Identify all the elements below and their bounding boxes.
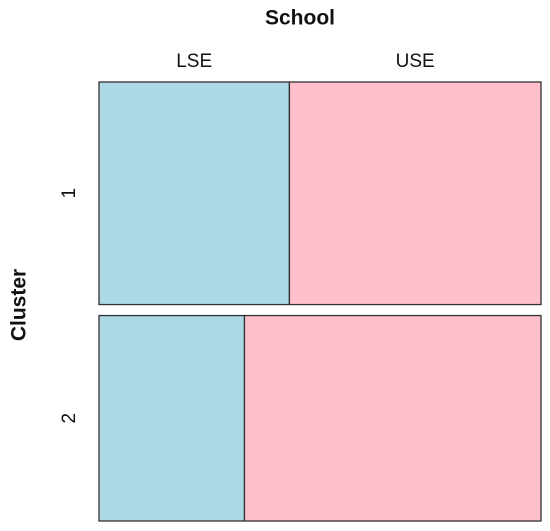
column-label: USE: [396, 51, 435, 72]
x-axis-title: School: [265, 7, 335, 30]
row-label: 1: [59, 188, 80, 199]
column-label: LSE: [176, 51, 212, 72]
y-axis-title: Cluster: [8, 269, 31, 341]
mosaic-cell: [98, 314, 246, 522]
row-label: 2: [59, 413, 80, 424]
mosaic-cell: [288, 81, 542, 306]
mosaic-cell: [98, 81, 291, 306]
mosaic-cell: [243, 314, 542, 522]
